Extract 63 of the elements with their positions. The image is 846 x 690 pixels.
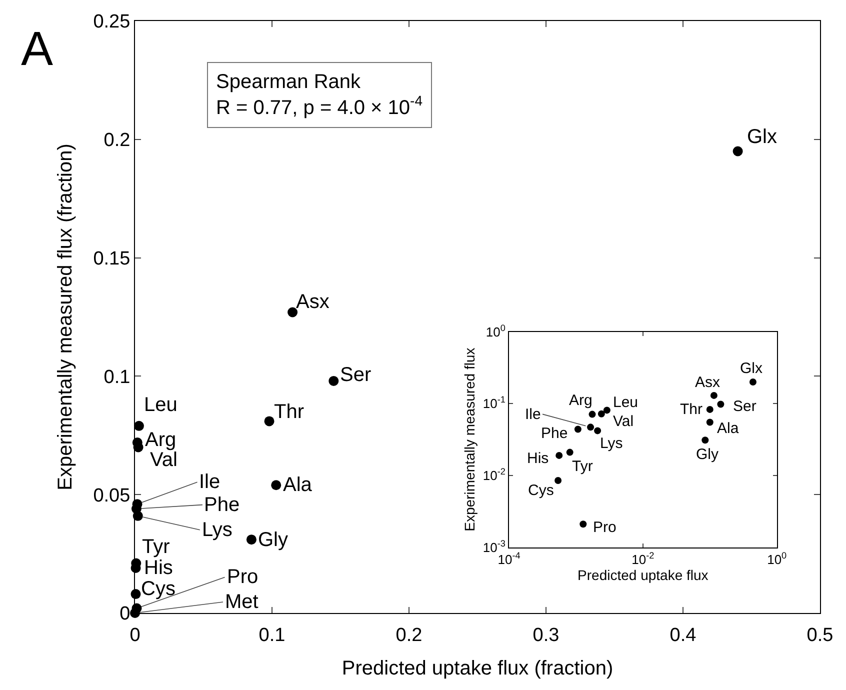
y-tick-label: 0.15 (93, 248, 130, 270)
annotation: Tyr (572, 458, 593, 475)
y-axis-title: Experimentally measured flux (461, 348, 478, 532)
annotation: Ala (717, 420, 740, 437)
annotation: Asx (695, 374, 721, 391)
x-tick-label: 0.3 (532, 624, 560, 646)
annotation: Lys (202, 519, 232, 541)
annotation: Ser (733, 398, 756, 415)
annotation: Glx (747, 126, 777, 148)
y-tick-label: 0.25 (93, 12, 130, 33)
x-tick-label: 0.1 (258, 624, 286, 646)
y-tick-label: 0.1 (104, 366, 130, 388)
annotation: Phe (541, 425, 568, 442)
annotation: His (144, 557, 173, 579)
annotation: Phe (204, 494, 240, 516)
point (264, 416, 274, 426)
annotation: Val (150, 449, 178, 471)
annotation: Tyr (142, 536, 170, 558)
annotation: Cys (528, 482, 554, 499)
y-tick-label: 0.05 (93, 485, 130, 506)
annotation: Met (225, 591, 259, 613)
point (246, 534, 256, 545)
point (271, 480, 282, 490)
chart-title: A (21, 23, 54, 76)
annotation: Gly (696, 446, 719, 463)
annotation: Pro (593, 519, 616, 536)
point (134, 420, 144, 431)
x-axis-title: Predicted uptake flux (578, 567, 708, 584)
annotation: Ile (199, 471, 220, 493)
point (288, 307, 298, 318)
y-axis-title: Experimentally measured flux (fraction) (54, 144, 77, 490)
x-tick-label: 10$^{0}$ (767, 550, 787, 567)
y-tick-label: 0.2 (104, 130, 130, 152)
annotation: Cys (141, 578, 176, 600)
annotation: Thr (680, 401, 703, 418)
x-tick-label: 10$^{-2}$ (632, 550, 654, 567)
annotation: Ser (340, 364, 372, 386)
y-tick-label: 10$^{-1}$ (482, 394, 506, 412)
annotation: Ile (525, 406, 541, 423)
y-tick-label: 10$^{0}$ (486, 322, 506, 340)
annotation: Arg (145, 429, 176, 451)
y-tick-label: 0 (120, 604, 130, 625)
annotation: Lys (600, 435, 623, 452)
annotation: Asx (296, 291, 330, 313)
x-tick-label: 0.4 (670, 624, 697, 646)
y-tick-label: 10$^{-2}$ (482, 466, 506, 484)
annotation: Pro (227, 566, 258, 588)
point (133, 442, 144, 452)
annotation: Leu (144, 394, 178, 416)
x-tick-label: 0.2 (396, 624, 422, 646)
x-axis-title: Predicted uptake flux (fraction) (342, 657, 614, 680)
annotation: Thr (274, 401, 304, 423)
x-tick-label: 0.5 (806, 624, 834, 646)
annotation: Spearman Rank R = 0.77, p = 4.0 × 10$^{-4}$ (216, 71, 423, 119)
annotation: Glx (740, 360, 763, 377)
annotation: Arg (569, 392, 592, 409)
annotation: Leu (613, 394, 638, 411)
annotation: His (527, 450, 549, 467)
point (328, 376, 339, 386)
point (732, 146, 743, 156)
annotation: Ala (283, 474, 313, 496)
annotation: Val (613, 413, 634, 430)
annotation: Gly (258, 529, 288, 551)
